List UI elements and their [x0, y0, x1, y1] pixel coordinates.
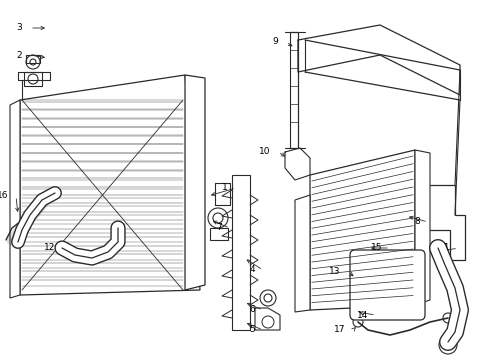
- Text: 16: 16: [0, 192, 8, 201]
- Bar: [24, 72, 42, 86]
- Text: 6: 6: [249, 306, 254, 315]
- Polygon shape: [309, 150, 414, 310]
- Text: 3: 3: [16, 23, 22, 32]
- Text: 15: 15: [370, 243, 381, 252]
- Text: 17: 17: [333, 325, 345, 334]
- Text: 8: 8: [413, 217, 419, 226]
- Bar: [235, 220, 246, 238]
- Text: 5: 5: [249, 325, 254, 334]
- Polygon shape: [399, 185, 464, 260]
- Bar: [343, 238, 359, 244]
- Bar: [209, 228, 227, 240]
- Polygon shape: [10, 100, 20, 298]
- Text: 1: 1: [222, 184, 227, 193]
- Polygon shape: [231, 175, 249, 330]
- FancyBboxPatch shape: [349, 250, 424, 320]
- Text: 10: 10: [258, 148, 269, 157]
- Text: 13: 13: [328, 267, 339, 276]
- Text: 12: 12: [43, 243, 55, 252]
- Bar: [26, 55, 40, 63]
- Polygon shape: [294, 195, 309, 312]
- Text: 11: 11: [438, 243, 449, 252]
- Text: 2: 2: [16, 50, 22, 59]
- Text: 7: 7: [216, 224, 222, 233]
- Polygon shape: [184, 75, 204, 290]
- Bar: [235, 290, 246, 305]
- Polygon shape: [414, 150, 429, 305]
- Polygon shape: [20, 75, 200, 295]
- Text: 9: 9: [272, 37, 278, 46]
- Text: 14: 14: [356, 310, 367, 320]
- Text: 4: 4: [249, 266, 254, 274]
